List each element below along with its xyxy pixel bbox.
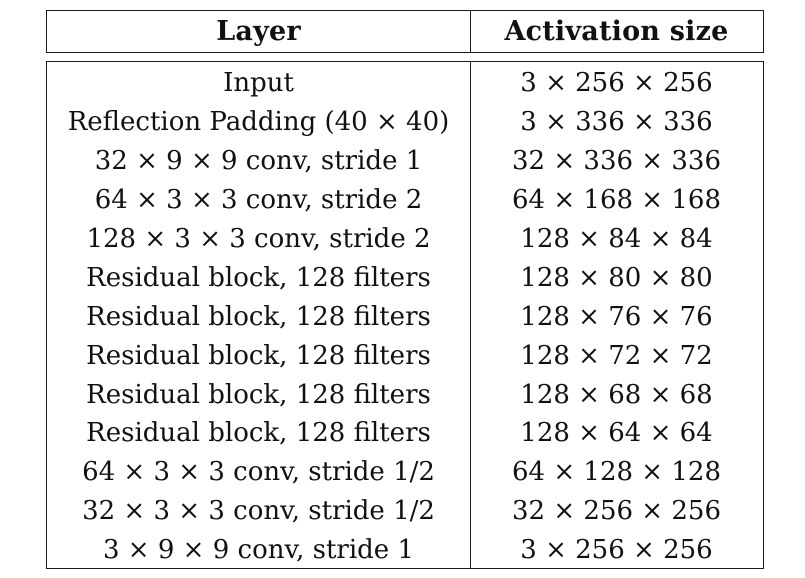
activation-size-cell: 128 × 68 × 68 bbox=[520, 379, 713, 410]
activation-size-cell: 3 × 256 × 256 bbox=[520, 535, 713, 566]
body-column-divider bbox=[470, 62, 471, 568]
activation-size-cell: 32 × 336 × 336 bbox=[512, 146, 721, 177]
table-header: Layer Activation size bbox=[46, 10, 764, 53]
layer-cell: 32 × 9 × 9 conv, stride 1 bbox=[94, 146, 423, 177]
table-rows: Input 3 × 256 × 256 Reflection Padding (40… bbox=[47, 62, 763, 570]
table-row: Residual block, 128 filters 128 × 76 × 76 bbox=[47, 297, 763, 336]
table-row: 64 × 3 × 3 conv, stride 2 64 × 168 × 168 bbox=[47, 181, 763, 220]
activation-size-cell: 3 × 336 × 336 bbox=[520, 107, 713, 138]
table-row: 64 × 3 × 3 conv, stride 1/2 64 × 128 × 12… bbox=[47, 453, 763, 492]
activation-size-cell: 128 × 72 × 72 bbox=[520, 340, 713, 371]
activation-size-cell: 128 × 76 × 76 bbox=[520, 301, 713, 332]
layer-cell: Residual block, 128 filters bbox=[86, 301, 431, 332]
table-row: Reflection Padding (40 × 40) 3 × 336 × 33… bbox=[47, 103, 763, 142]
activation-size-cell: 128 × 80 × 80 bbox=[520, 262, 713, 293]
table-row: 3 × 9 × 9 conv, stride 1 3 × 256 × 256 bbox=[47, 531, 763, 570]
layer-cell: Input bbox=[223, 68, 294, 99]
layer-cell: 128 × 3 × 3 conv, stride 2 bbox=[86, 224, 431, 254]
activation-size-cell: 128 × 84 × 84 bbox=[520, 224, 713, 254]
header-layer: Layer bbox=[216, 16, 301, 47]
layer-cell: Residual block, 128 filters bbox=[86, 418, 431, 449]
activation-size-cell: 3 × 256 × 256 bbox=[520, 68, 713, 99]
activation-size-cell: 32 × 256 × 256 bbox=[512, 496, 721, 527]
layer-cell: 3 × 9 × 9 conv, stride 1 bbox=[103, 535, 414, 566]
table-row: Residual block, 128 filters 128 × 64 × 64 bbox=[47, 414, 763, 453]
layer-cell: Residual block, 128 filters bbox=[86, 379, 431, 410]
layer-cell: Residual block, 128 filters bbox=[86, 340, 431, 371]
table-row: Residual block, 128 filters 128 × 80 × 80 bbox=[47, 258, 763, 297]
layer-cell: 64 × 3 × 3 conv, stride 1/2 bbox=[82, 457, 435, 488]
activation-size-cell: 128 × 64 × 64 bbox=[520, 418, 713, 449]
table-row: 128 × 3 × 3 conv, stride 2 128 × 84 × 84 bbox=[47, 220, 763, 259]
header-activation-size: Activation size bbox=[504, 16, 729, 47]
layer-cell: 32 × 3 × 3 conv, stride 1/2 bbox=[82, 496, 435, 527]
activation-size-cell: 64 × 128 × 128 bbox=[512, 457, 721, 488]
table-row: 32 × 9 × 9 conv, stride 1 32 × 336 × 336 bbox=[47, 142, 763, 181]
table-row: Residual block, 128 filters 128 × 72 × 72 bbox=[47, 336, 763, 375]
header-row: Layer Activation size bbox=[47, 11, 763, 52]
layer-cell: Residual block, 128 filters bbox=[86, 262, 431, 293]
table-row: Residual block, 128 filters 128 × 68 × 68 bbox=[47, 375, 763, 414]
table-row: 32 × 3 × 3 conv, stride 1/2 32 × 256 × 25… bbox=[47, 492, 763, 531]
header-column-divider bbox=[470, 11, 471, 52]
table-row: Input 3 × 256 × 256 bbox=[47, 64, 763, 103]
activation-size-cell: 64 × 168 × 168 bbox=[512, 185, 721, 216]
layer-cell: Reflection Padding (40 × 40) bbox=[67, 107, 450, 138]
table-body: Input 3 × 256 × 256 Reflection Padding (40… bbox=[46, 61, 764, 569]
layer-cell: 64 × 3 × 3 conv, stride 2 bbox=[94, 185, 423, 216]
